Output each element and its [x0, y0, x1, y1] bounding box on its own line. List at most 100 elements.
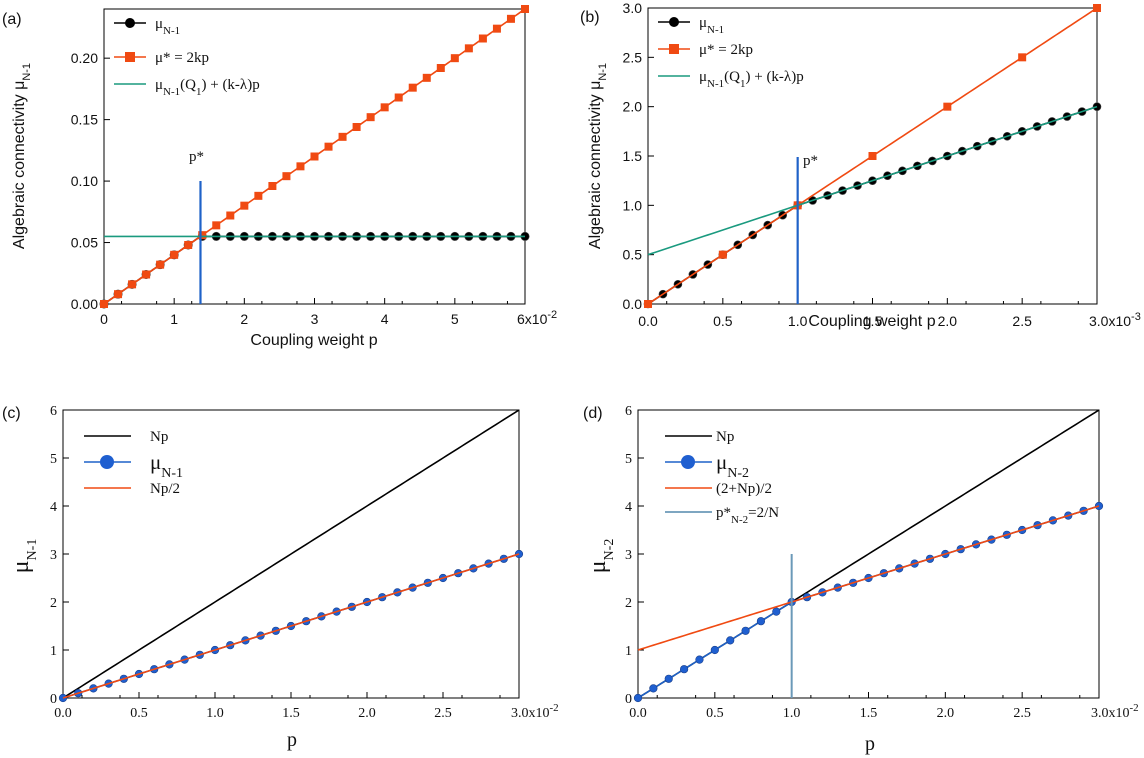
x-tick-label: 0.5 [713, 313, 733, 329]
panel-a: (a) Coupling weight p Algebraic connecti… [2, 8, 526, 349]
series-marker [506, 14, 515, 23]
x-tick-label: 1.0 [206, 706, 224, 721]
x-tick-label: 3.0x10-3 [1089, 311, 1141, 329]
panel-a-ylabel: Algebraic connectivity μN-1 [11, 63, 33, 249]
legend-d-np: Np [716, 429, 734, 445]
x-tick-label: 4 [381, 311, 389, 327]
panel-b-ylabel: Algebraic connectivity μN-1 [587, 63, 609, 249]
series-marker [1093, 4, 1101, 12]
y-tick-label: 2 [625, 596, 632, 611]
y-tick-label: 0.00 [71, 296, 98, 312]
series-marker [464, 44, 473, 53]
y-tick-label: 3 [625, 548, 632, 563]
y-tick-label: 1.0 [623, 197, 643, 213]
series-marker [114, 290, 123, 299]
y-tick-label: 6 [50, 404, 57, 419]
x-tick-label: 5 [451, 311, 459, 327]
series-marker [254, 191, 263, 200]
legend-d-mu: μN-2 [716, 450, 749, 481]
series-marker [492, 24, 501, 33]
panel-a-label: (a) [2, 11, 22, 28]
panel-c-label: (c) [2, 405, 21, 422]
y-tick-label: 1 [625, 644, 632, 659]
x-tick-label: 1.5 [863, 313, 883, 329]
series-marker [718, 250, 727, 259]
y-tick-label: 0 [50, 692, 57, 707]
series-marker [726, 636, 735, 645]
x-tick-label: 0 [100, 311, 108, 327]
panel-c-xlabel: p [287, 729, 297, 751]
panel-b-xlabel: Coupling weight p [808, 313, 935, 330]
legend-a-mustar: μ* = 2kp [155, 50, 209, 66]
series-marker [710, 645, 719, 655]
y-tick-label: 0.05 [71, 235, 98, 251]
legend-b-bound: μN-1(Q1) + (k-λ)p [699, 69, 804, 90]
y-tick-label: 0.10 [71, 173, 98, 189]
panel-c-plot: 0.0 0.5 1.0 1.5 2.0 2.5 3.0x10-2 0 1 2 3 4 5 6 [50, 404, 559, 721]
legend-a-bound: μN-1(Q1) + (k-λ)p [155, 77, 260, 98]
series-marker [156, 260, 165, 269]
legend-d-pstar: p*N-2=2/N [716, 505, 779, 526]
x-tick-label: 1.5 [282, 706, 300, 721]
x-tick-label: 3.0x10-2 [511, 702, 559, 721]
legend-c-np: Np [150, 429, 168, 445]
series-line-0 [103, 235, 525, 305]
series-marker [198, 231, 207, 240]
x-tick-label: 2.0 [358, 706, 376, 721]
series-marker [679, 665, 689, 674]
series-marker [240, 201, 249, 210]
plot-contents: 0 1 2 3 4 5 6x10-20.000.050.100.150.200.0 0.5 1.… [50, 0, 1141, 721]
legend-b-mustar: μ* = 2kp [699, 42, 753, 58]
series-marker [741, 626, 750, 635]
legend-c-mu: μN-1 [150, 450, 183, 481]
y-tick-label: 4 [50, 500, 57, 515]
series-marker [649, 684, 658, 693]
series-marker [521, 5, 529, 13]
y-tick-label: 1 [50, 644, 57, 659]
series-marker [226, 211, 235, 220]
series-line-2 [637, 505, 1100, 651]
legend-d-half: (2+Np)/2 [716, 481, 772, 497]
series-marker [296, 162, 305, 171]
series-marker [366, 113, 375, 122]
panel-a-xlabel: Coupling weight p [250, 332, 377, 349]
series-marker [772, 607, 781, 616]
panel-d-xlabel: p [865, 733, 875, 755]
series-marker [1018, 53, 1027, 62]
series-marker [868, 152, 877, 160]
series-marker [282, 172, 291, 181]
panel-d-label: (d) [583, 405, 603, 422]
series-marker [478, 34, 487, 43]
y-tick-label: 4 [625, 500, 632, 515]
x-tick-label: 2.0 [938, 313, 958, 329]
panel-b-label: (b) [580, 9, 600, 26]
y-tick-label: 2.0 [623, 99, 643, 115]
legend-b-mu: μN-1 [699, 15, 724, 36]
x-tick-label: 2.5 [1013, 706, 1031, 721]
legend-a-marker-mu [125, 18, 135, 28]
series-marker [408, 83, 417, 92]
panel-a-pstar-label: p* [189, 149, 204, 165]
legend-d-marker-mu [681, 455, 695, 469]
series-marker [664, 674, 673, 683]
series-line-0 [647, 105, 1098, 305]
series-marker [380, 103, 389, 112]
panel-b-plot: 0.0 0.5 1.0 1.5 2.0 2.5 3.0x10-3 0.0 0.5 1.0 1.5 2.… [623, 0, 1141, 329]
x-tick-label: 0.0 [54, 706, 72, 721]
series-marker [324, 142, 333, 151]
series-line-2 [647, 105, 1098, 256]
series-marker [422, 73, 431, 82]
x-tick-label: 2.5 [1012, 313, 1032, 329]
series-marker [450, 54, 459, 63]
y-tick-label: 0.5 [623, 247, 643, 263]
x-tick-label: 0.5 [130, 706, 148, 721]
legend-b-marker-mustar [669, 44, 679, 54]
series-line-0 [62, 409, 520, 699]
y-tick-label: 5 [50, 452, 57, 467]
x-tick-label: 3 [311, 311, 319, 327]
series-marker [436, 64, 445, 72]
y-tick-label: 2 [50, 596, 57, 611]
panel-a-plot: 0 1 2 3 4 5 6x10-2 0.00 0.05 0.10 0.15 0.20 [71, 5, 557, 327]
series-line-2 [62, 553, 520, 699]
